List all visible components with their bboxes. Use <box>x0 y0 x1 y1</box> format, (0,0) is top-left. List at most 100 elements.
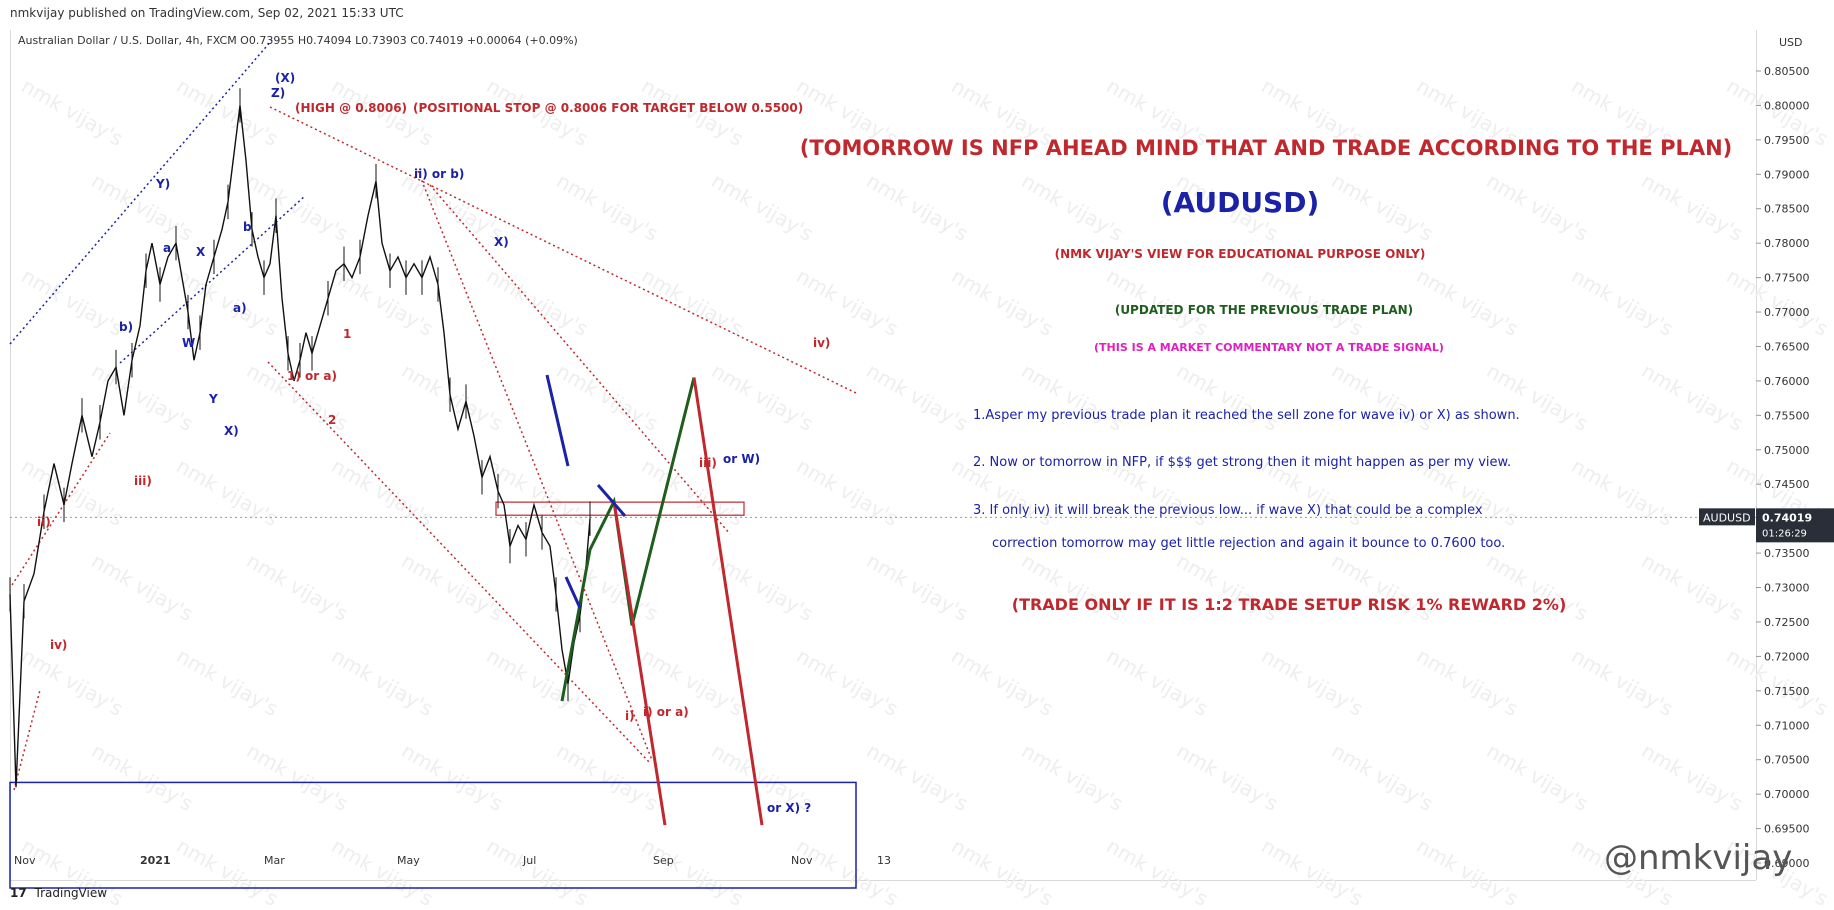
wave-label: ii) or b) <box>414 167 464 181</box>
watermark-text: nmk vijay's <box>243 739 353 816</box>
y-axis-ticks: 0.80500 0.80000 0.79500 0.79000 0.78500 0.780… <box>1756 36 1810 870</box>
tradingview-brand: TradingView <box>34 886 108 900</box>
y-tick-label: 0.80000 <box>1764 99 1810 112</box>
last-price-value: 0.74019 <box>1762 511 1812 524</box>
watermark-text: nmk vijay's <box>863 359 973 436</box>
projection-lines <box>545 374 764 826</box>
watermark-text: nmk vijay's <box>1568 644 1678 721</box>
y-tick-label: 0.74500 <box>1764 478 1810 491</box>
watermark-layer: nmk vijay's nmk vijay's nmk vijay's nmk vij… <box>18 74 1833 910</box>
wave-label: 3 <box>0 0 8 3</box>
y-tick-label: 0.72500 <box>1764 616 1810 629</box>
x-tick-label: Sep <box>653 854 674 867</box>
chart-frame <box>10 30 1756 881</box>
watermark-text: nmk vijay's <box>328 834 438 910</box>
symbol-legend: Australian Dollar / U.S. Dollar, 4h, FXC… <box>18 34 578 47</box>
wave-label: Y <box>208 392 218 406</box>
watermark-text: nmk vijay's <box>398 739 508 816</box>
last-price-countdown: 01:26:29 <box>1762 528 1807 539</box>
watermark-text: nmk vijay's <box>638 264 748 341</box>
last-price-value-box <box>1756 508 1834 543</box>
watermark-text: nmk vijay's <box>1328 169 1438 246</box>
y-tick-label: 0.77500 <box>1764 272 1810 285</box>
watermark-text: nmk vijay's <box>1568 264 1678 341</box>
wave-label: (POSITIONAL STOP @ 0.8006 FOR TARGET BEL… <box>413 101 803 115</box>
watermark-text: nmk vijay's <box>1258 644 1368 721</box>
note-line: 2. Now or tomorrow in NFP, if $$$ get st… <box>973 455 1511 470</box>
watermark-text: nmk vijay's <box>1328 549 1438 626</box>
watermark-text: nmk vijay's <box>88 549 198 626</box>
risk-text: (TRADE ONLY IF IT IS 1:2 TRADE SETUP RIS… <box>1012 595 1567 614</box>
watermark-text: nmk vijay's <box>243 549 353 626</box>
watermark-text: nmk vijay's <box>1258 834 1368 910</box>
watermark-text: nmk vijay's <box>173 834 283 910</box>
wave-labels: (HIGH @ 0.8006) (POSITIONAL STOP @ 0.8006… <box>0 0 830 815</box>
wave-label: iv) <box>813 336 830 350</box>
y-tick-label: 0.69500 <box>1764 823 1810 836</box>
trend-line <box>429 184 731 535</box>
y-tick-label: 0.79500 <box>1764 134 1810 147</box>
watermark-text: nmk vijay's <box>328 644 438 721</box>
watermark-text: nmk vijay's <box>553 359 663 436</box>
price-axis[interactable] <box>1756 30 1834 880</box>
target-zone-box <box>9 781 857 889</box>
y-tick-label: 0.78000 <box>1764 237 1810 250</box>
sell-zone-box <box>495 501 745 516</box>
wave-label: or X) ? <box>767 801 811 815</box>
note-line: 1.Asper my previous trade plan it reache… <box>973 408 1520 423</box>
watermark-text: nmk vijay's <box>1103 834 1213 910</box>
watermark-text: nmk vijay's <box>1328 359 1438 436</box>
wave-label: 1 <box>343 327 351 341</box>
wave-label: X <box>196 245 206 259</box>
currency-label: USD <box>1779 36 1803 49</box>
watermark-text: nmk vijay's <box>1483 359 1593 436</box>
wave-label: b) <box>119 320 133 334</box>
bearish-projection <box>612 501 667 826</box>
watermark-text: nmk vijay's <box>1568 454 1678 531</box>
watermark-text: nmk vijay's <box>1173 549 1283 626</box>
watermark-text: nmk vijay's <box>398 549 508 626</box>
watermark-text: nmk vijay's <box>1638 549 1748 626</box>
last-price-symbol-box <box>1699 508 1755 526</box>
symbol-title: (AUDUSD) <box>1161 186 1320 219</box>
watermark-text: nmk vijay's <box>173 454 283 531</box>
x-tick-label: May <box>397 854 420 867</box>
watermark-text: nmk vijay's <box>1103 644 1213 721</box>
bearish-projection-2 <box>692 377 764 826</box>
y-tick-label: 0.75500 <box>1764 409 1810 422</box>
wave-label: ii) <box>37 515 51 529</box>
y-tick-label: 0.71000 <box>1764 719 1810 732</box>
x-axis-ticks: Nov 2021 Mar May Jul Sep Nov 13 <box>14 854 891 867</box>
watermark-text: nmk vijay's <box>243 169 353 246</box>
drawing-overlays <box>9 39 1756 889</box>
price-series <box>9 88 591 788</box>
y-tick-label: 0.77000 <box>1764 306 1810 319</box>
watermark-text: nmk vijay's <box>328 454 438 531</box>
wave-label: 4 <box>0 0 8 3</box>
watermark-text: nmk vijay's <box>173 644 283 721</box>
wave-label: or W) <box>723 452 760 466</box>
watermark-text: nmk vijay's <box>638 834 748 910</box>
y-tick-label: 0.76500 <box>1764 340 1810 353</box>
wave-label: Y) <box>155 177 170 191</box>
watermark-text: nmk vijay's <box>398 359 508 436</box>
trend-line <box>417 170 653 761</box>
watermark-text: nmk vijay's <box>948 834 1058 910</box>
wave-label: (X) <box>275 71 295 85</box>
commentary-texts: (TOMORROW IS NFP AHEAD MIND THAT AND TRA… <box>800 136 1733 614</box>
watermark-text: nmk vijay's <box>1483 169 1593 246</box>
wave-label: X) <box>224 424 239 438</box>
watermark-text: nmk vijay's <box>1018 359 1128 436</box>
watermark-text: nmk vijay's <box>1483 549 1593 626</box>
y-tick-label: 0.78500 <box>1764 203 1810 216</box>
last-price-symbol: AUDUSD <box>1703 511 1751 524</box>
watermark-text: nmk vijay's <box>1018 169 1128 246</box>
x-tick-label: Nov <box>791 854 813 867</box>
wave-label: a <box>163 241 171 255</box>
wave-marker-line <box>545 374 570 467</box>
tradingview-footer[interactable]: 17 TradingView <box>10 886 107 900</box>
watermark-text: nmk vijay's <box>948 644 1058 721</box>
y-tick-label: 0.72000 <box>1764 650 1810 663</box>
watermark-text: nmk vijay's <box>863 549 973 626</box>
